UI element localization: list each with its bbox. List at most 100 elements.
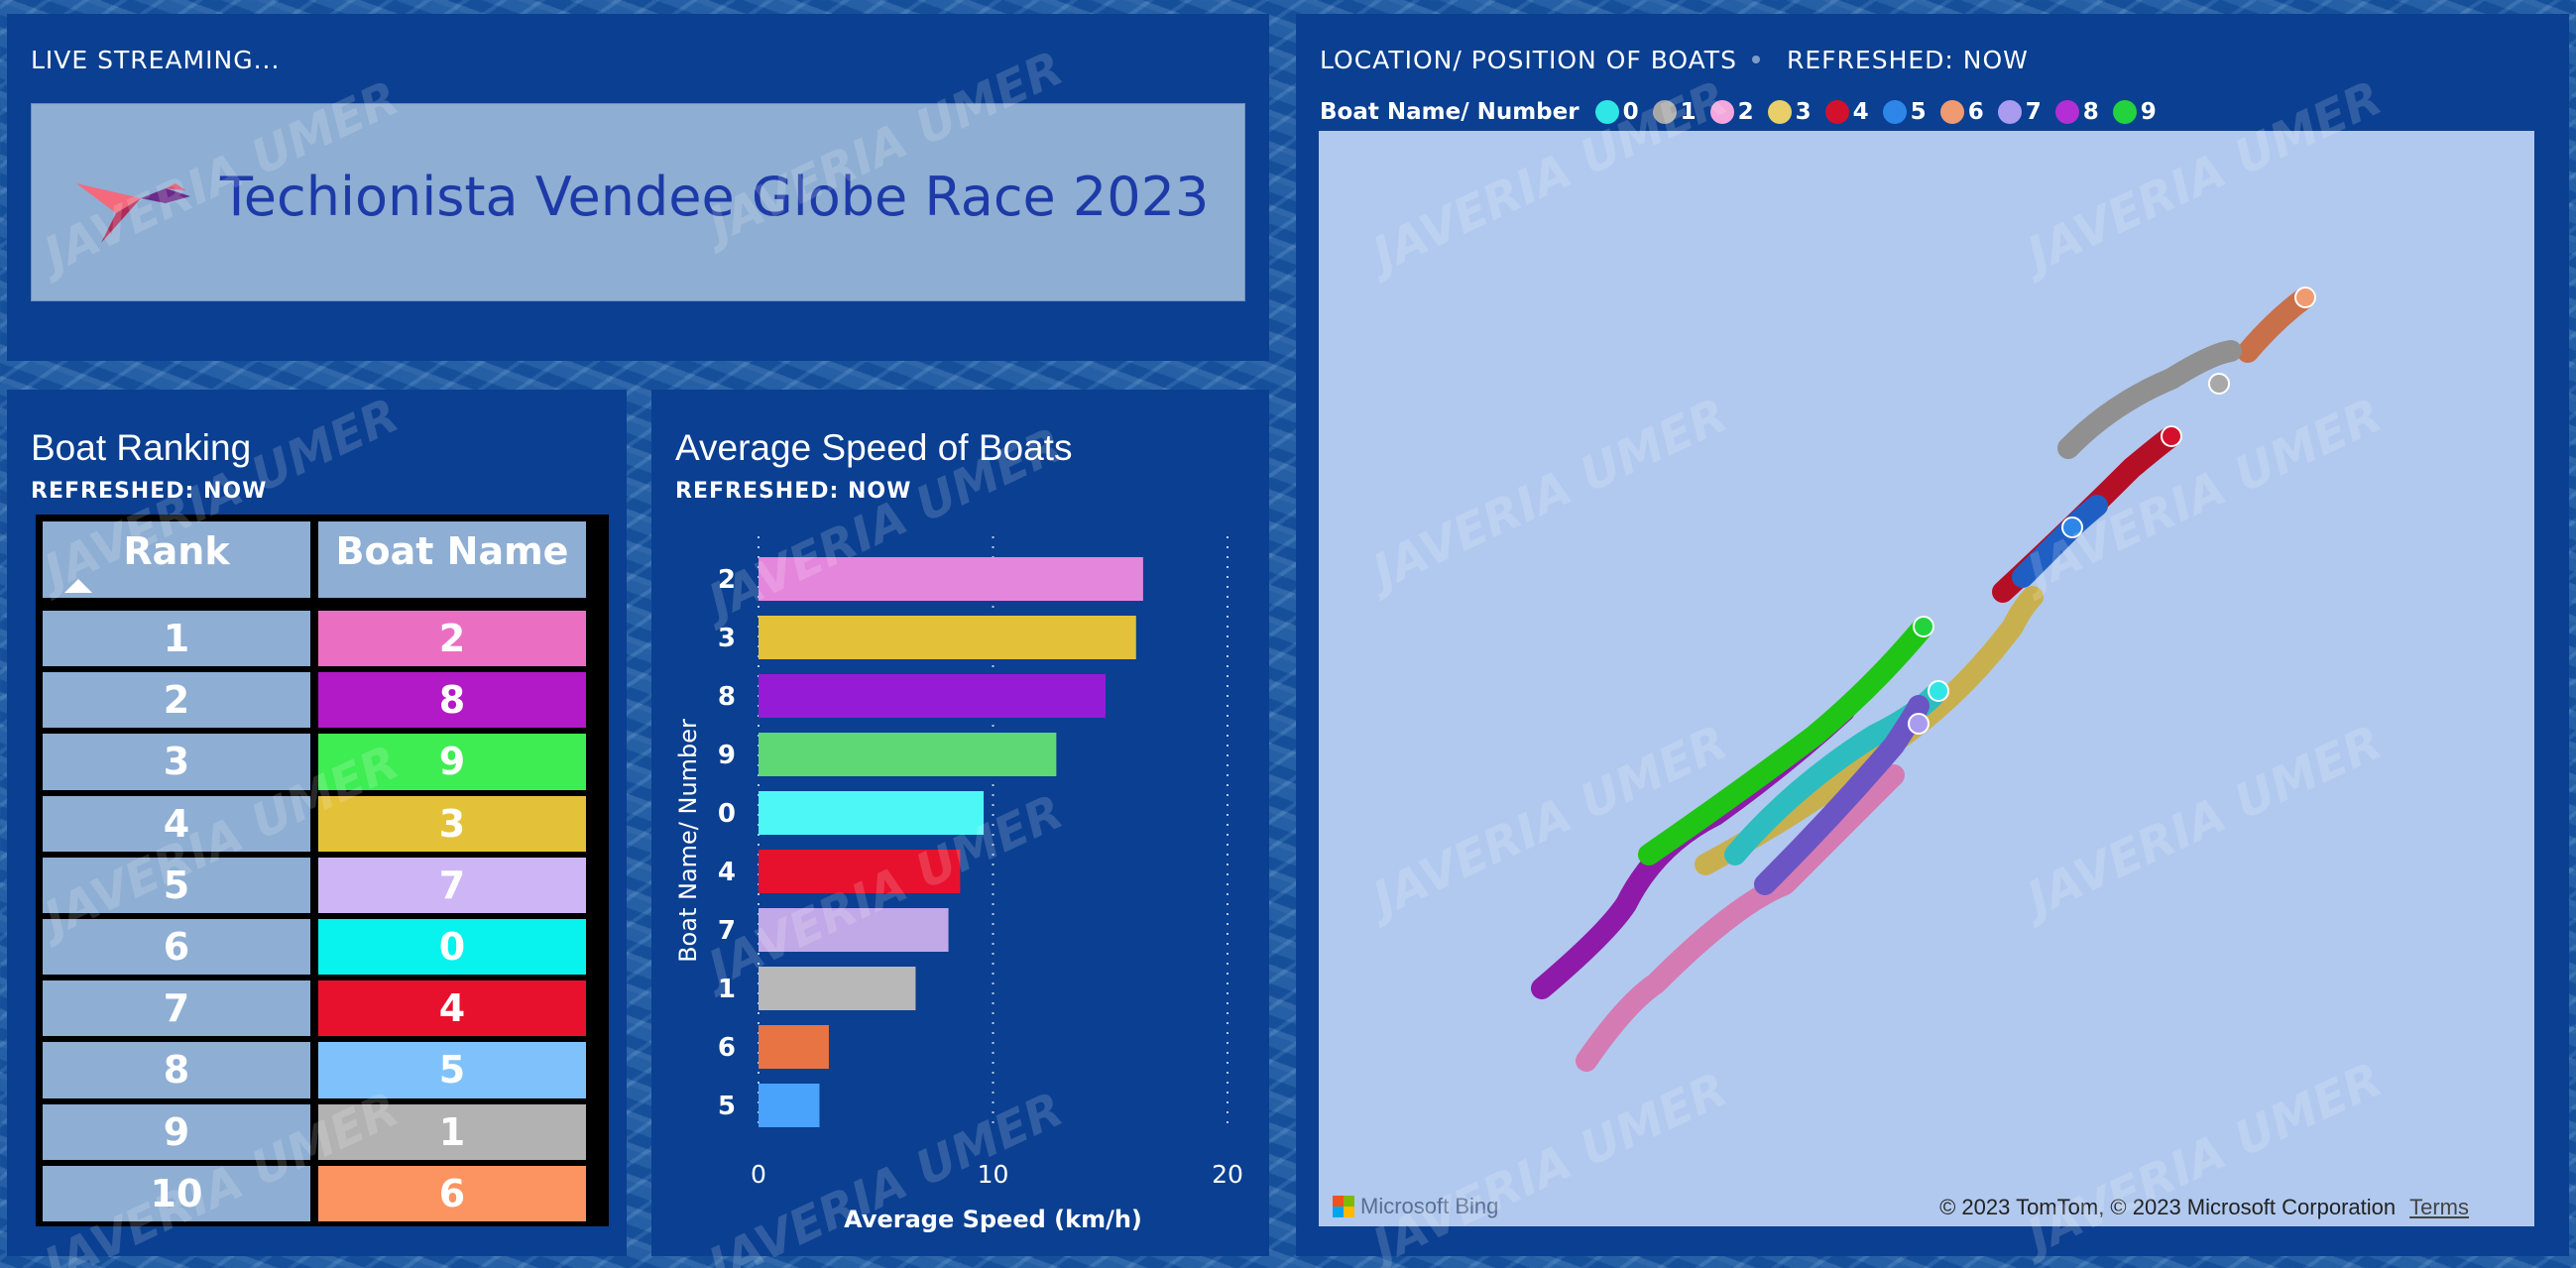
legend-item[interactable]: 6: [1939, 99, 1984, 125]
rank-cell[interactable]: 4: [43, 795, 310, 852]
legend-item[interactable]: 0: [1594, 99, 1639, 125]
boat-name-cell[interactable]: 5: [318, 1042, 586, 1098]
track-boat-9: [1638, 616, 1934, 865]
boat-markers: [1908, 287, 2316, 735]
speed-bar[interactable]: [759, 850, 961, 893]
legend-swatch: [1709, 100, 1734, 124]
boat-location-panel: LOCATION/ POSITION OF BOATS REFRESHED: N…: [1296, 14, 2569, 1256]
boat-name-column-header[interactable]: Boat Name: [318, 521, 586, 598]
legend-swatch: [1594, 100, 1619, 124]
y-tick-label: 0: [718, 799, 736, 829]
microsoft-logo-icon: [1333, 1196, 1354, 1217]
speed-chart-title: Average Speed of Boats: [675, 427, 1073, 468]
map-legend: Boat Name/ Number 0 1 2 3 4 5 6 7 8 9: [1320, 99, 2170, 125]
rank-cell[interactable]: 7: [43, 980, 310, 1037]
legend-item[interactable]: 3: [1767, 99, 1812, 125]
banner-title: Techionista Vendee Globe Race 2023: [220, 166, 1210, 228]
boat-name-cell[interactable]: 4: [318, 980, 586, 1037]
y-tick-label: 7: [718, 916, 736, 946]
boat-name-cell[interactable]: 8: [318, 672, 586, 729]
legend-item[interactable]: 8: [2054, 99, 2099, 125]
map-title: LOCATION/ POSITION OF BOATS: [1320, 46, 1737, 74]
speed-bar[interactable]: [759, 791, 985, 835]
boat-name-cell[interactable]: 6: [318, 1165, 586, 1221]
rank-cell[interactable]: 9: [43, 1103, 310, 1160]
legend-item[interactable]: 7: [1997, 99, 2042, 125]
y-tick-label: 8: [718, 682, 736, 712]
speed-bar[interactable]: [759, 557, 1143, 601]
bing-attribution: Microsoft Bing: [1333, 1194, 1498, 1219]
track-boat-2: [1576, 764, 1905, 1072]
speed-bar[interactable]: [759, 967, 916, 1010]
legend-swatch: [1767, 100, 1792, 124]
legend-swatch: [1997, 100, 2022, 124]
speed-bar-chart: 0 10 20 2 3 8 9 0 4 7 1 6 5 Average Speed (km/h) Boat …: [674, 536, 1243, 1233]
legend-item-label: 6: [1967, 99, 1984, 125]
legend-item[interactable]: 4: [1824, 99, 1869, 125]
boat-name-cell[interactable]: 0: [318, 919, 586, 976]
speed-bar[interactable]: [759, 1084, 820, 1127]
legend-item[interactable]: 1: [1652, 99, 1697, 125]
rank-cell[interactable]: 6: [43, 919, 310, 976]
y-tick-label: 6: [718, 1033, 736, 1063]
separator-dot: [1752, 56, 1760, 63]
average-speed-panel: Average Speed of Boats REFRESHED: NOW 0 1…: [651, 390, 1269, 1256]
terms-link[interactable]: Terms: [2409, 1195, 2469, 1219]
speed-bar[interactable]: [759, 908, 949, 952]
legend-items: 0 1 2 3 4 5 6 7 8 9: [1594, 99, 2170, 125]
speed-bar[interactable]: [759, 674, 1107, 718]
rank-cell[interactable]: 5: [43, 857, 310, 913]
x-axis-label: Average Speed (km/h): [844, 1206, 1142, 1233]
sort-ascending-icon[interactable]: [64, 579, 92, 593]
x-tick-label: 20: [1212, 1160, 1243, 1189]
y-tick-label: 5: [718, 1092, 736, 1121]
map-canvas[interactable]: Microsoft Bing © 2023 TomTom, © 2023 Mic…: [1319, 131, 2534, 1226]
boat-name-cell[interactable]: 7: [318, 857, 586, 913]
race-banner: Techionista Vendee Globe Race 2023: [31, 103, 1245, 301]
legend-item-label: 2: [1737, 99, 1754, 125]
y-axis-label: Boat Name/ Number: [674, 719, 702, 963]
bing-label: Microsoft Bing: [1360, 1194, 1499, 1218]
boat-name-cell[interactable]: 1: [318, 1103, 586, 1160]
legend-item-label: 1: [1680, 99, 1697, 125]
legend-swatch: [2054, 100, 2079, 124]
legend-swatch: [1882, 100, 1907, 124]
boat-ranking-panel: Boat Ranking REFRESHED: NOW Rank Boat Na…: [7, 390, 627, 1256]
boat-name-cell[interactable]: 9: [318, 734, 586, 790]
speed-bar[interactable]: [759, 1025, 829, 1069]
x-tick-label: 10: [978, 1160, 1009, 1189]
y-tick-label: 4: [718, 858, 736, 887]
ranking-refreshed-label: REFRESHED: NOW: [31, 479, 268, 504]
legend-swatch: [1939, 100, 1964, 124]
legend-item-label: 4: [1852, 99, 1869, 125]
legend-item-label: 8: [2082, 99, 2099, 125]
legend-swatch: [1652, 100, 1677, 124]
y-tick-label: 3: [718, 624, 736, 653]
rank-header-label: Rank: [123, 529, 230, 573]
rank-column-header[interactable]: Rank: [43, 521, 310, 598]
legend-label: Boat Name/ Number: [1320, 99, 1580, 125]
speed-bar[interactable]: [759, 616, 1136, 659]
rank-cell[interactable]: 8: [43, 1042, 310, 1098]
boat-name-cell[interactable]: 2: [318, 611, 586, 667]
rank-cell[interactable]: 10: [43, 1165, 310, 1221]
y-tick-label: 1: [718, 975, 736, 1004]
legend-item-label: 7: [2025, 99, 2042, 125]
legend-item-label: 5: [1910, 99, 1927, 125]
legend-item[interactable]: 2: [1709, 99, 1754, 125]
rank-cell[interactable]: 3: [43, 734, 310, 790]
legend-item[interactable]: 5: [1882, 99, 1927, 125]
legend-swatch: [1824, 100, 1849, 124]
boat-name-cell[interactable]: 3: [318, 795, 586, 852]
legend-item-label: 9: [2140, 99, 2157, 125]
rank-cell[interactable]: 2: [43, 672, 310, 729]
copyright-text: © 2023 TomTom, © 2023 Microsoft Corporat…: [1939, 1195, 2397, 1219]
speed-refreshed-label: REFRESHED: NOW: [675, 479, 912, 504]
speed-bar[interactable]: [759, 733, 1057, 776]
ranking-table: Rank Boat Name 1 2 2 8 3 9 4 3 5 7 6 0 7 4 8 5 9 1 10 6: [36, 515, 609, 1226]
rank-cell[interactable]: 1: [43, 611, 310, 667]
track-boat-6: [2237, 287, 2316, 363]
x-tick-label: 0: [751, 1160, 766, 1189]
legend-item[interactable]: 9: [2112, 99, 2157, 125]
y-tick-label: 9: [718, 741, 736, 770]
